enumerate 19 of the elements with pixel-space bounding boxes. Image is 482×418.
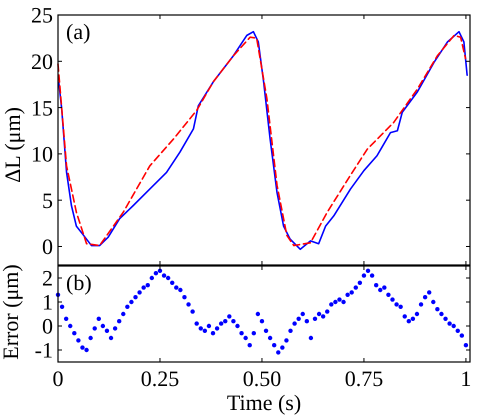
x-tick-label: 0.25 — [140, 366, 180, 391]
y-tick-label: 20 — [31, 48, 53, 74]
y-tick-label: 25 — [31, 2, 53, 28]
y-tick-label: 2 — [42, 266, 53, 291]
annotation: (a) — [66, 19, 90, 44]
y-tick-label: -1 — [34, 338, 53, 363]
x-tick-label: 0.50 — [242, 366, 282, 391]
x-tick-label: 0.75 — [344, 366, 384, 391]
x-tick-label: 1 — [460, 366, 472, 391]
x-axis-title: Time (s) — [226, 390, 302, 415]
y-tick-label: 5 — [42, 188, 53, 213]
y-tick-label: 1 — [42, 290, 53, 315]
y-axis-title: Error (μm) — [0, 264, 23, 360]
y-tick-label: 0 — [42, 234, 53, 260]
y-axis-title: ΔL (μm) — [0, 107, 25, 183]
annotation: (b) — [66, 270, 92, 295]
y-tick-label: 15 — [31, 95, 53, 120]
y-tick-label: 0 — [42, 314, 53, 339]
y-tick-label: 10 — [31, 142, 53, 167]
